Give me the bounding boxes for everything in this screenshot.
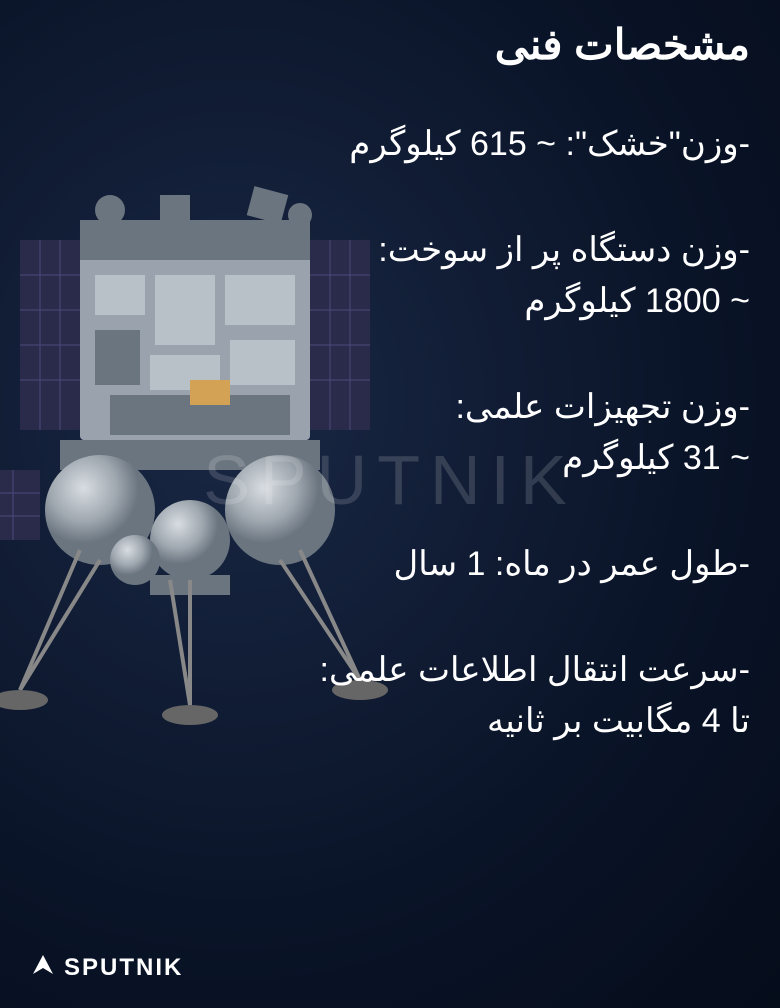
specs-list: -وزن"خشک": ~ 615 کیلوگرم -وزن دستگاه پر … [30, 119, 750, 747]
spec-value: ~ 615 کیلوگرم [349, 125, 556, 163]
spec-item: -وزن تجهیزات علمی: ~ 31 کیلوگرم [30, 382, 750, 484]
spec-item: -طول عمر در ماه: 1 سال [30, 539, 750, 590]
sputnik-logo: SPUTNIK [30, 952, 183, 983]
spec-label: -وزن"خشک": [566, 125, 751, 163]
spec-label: -سرعت انتقال اطلاعات علمی: [320, 651, 750, 689]
spec-label: -وزن تجهیزات علمی: [455, 388, 750, 426]
spec-value: 1 سال [394, 545, 486, 583]
sputnik-logo-icon [30, 952, 56, 983]
spec-label: -طول عمر در ماه: [495, 545, 750, 583]
sputnik-logo-text: SPUTNIK [64, 954, 183, 982]
spec-item: -سرعت انتقال اطلاعات علمی: تا 4 مگابیت ب… [30, 645, 750, 747]
spec-value: ~ 1800 کیلوگرم [30, 276, 750, 327]
spec-item: -وزن"خشک": ~ 615 کیلوگرم [30, 119, 750, 170]
page-title: مشخصات فنی [30, 20, 750, 69]
spec-label: -وزن دستگاه پر از سوخت: [378, 231, 750, 269]
spec-value: تا 4 مگابیت بر ثانیه [30, 696, 750, 747]
spec-item: -وزن دستگاه پر از سوخت: ~ 1800 کیلوگرم [30, 225, 750, 327]
spec-value: ~ 31 کیلوگرم [30, 433, 750, 484]
